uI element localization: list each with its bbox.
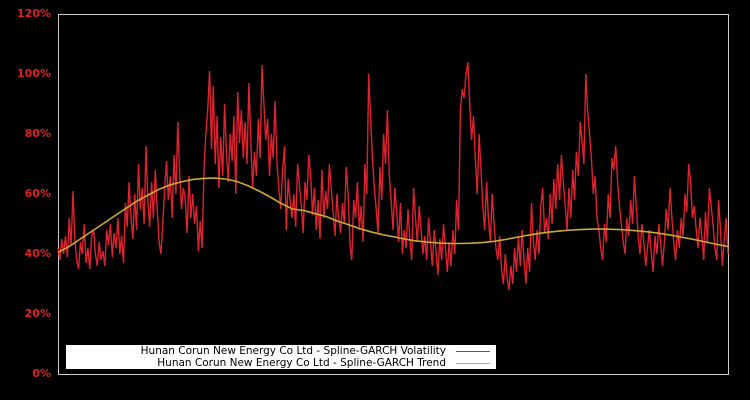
y-tick-label: 40% — [24, 247, 51, 260]
legend-item-volatility: Hunan Corun New Energy Co Ltd - Spline-G… — [141, 345, 446, 357]
legend-swatch-trend — [456, 363, 490, 364]
y-tick-label: 0% — [32, 367, 51, 380]
y-tick-label: 80% — [24, 127, 51, 140]
volatility-series-line — [57, 61, 729, 291]
plot-frame — [58, 14, 729, 375]
y-tick-label: 60% — [24, 187, 51, 200]
legend-label-trend: Hunan Corun New Energy Co Ltd - Spline-G… — [157, 357, 446, 369]
trend-series-line — [57, 177, 729, 254]
legend: Hunan Corun New Energy Co Ltd - Spline-G… — [66, 345, 496, 369]
legend-item-trend: Hunan Corun New Energy Co Ltd - Spline-G… — [157, 357, 446, 369]
y-tick-label: 20% — [24, 307, 51, 320]
y-tick-label: 100% — [17, 67, 51, 80]
legend-label-volatility: Hunan Corun New Energy Co Ltd - Spline-G… — [140, 345, 446, 357]
y-tick-label: 120% — [17, 7, 51, 20]
legend-swatch-volatility — [456, 351, 490, 352]
